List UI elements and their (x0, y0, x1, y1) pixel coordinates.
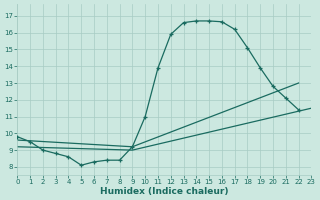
X-axis label: Humidex (Indice chaleur): Humidex (Indice chaleur) (100, 187, 228, 196)
